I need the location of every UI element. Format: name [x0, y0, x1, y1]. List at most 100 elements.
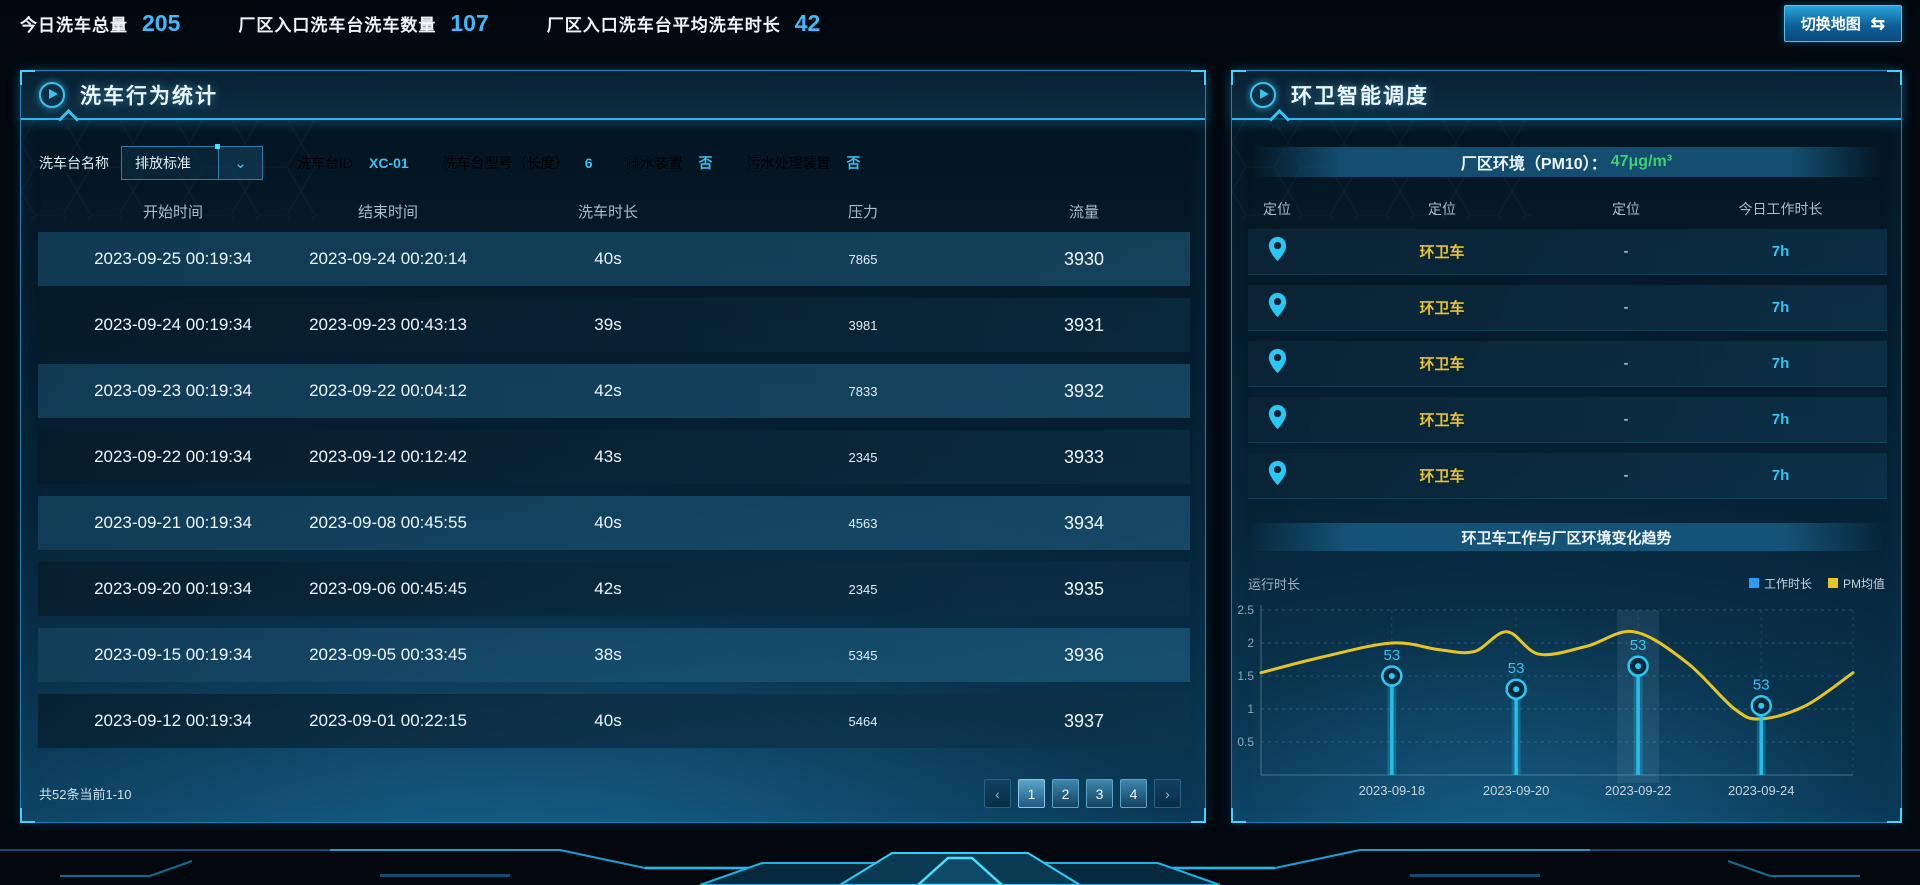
vehicle-name: 环卫车 — [1419, 244, 1465, 261]
table-cell: 3931 — [1063, 314, 1105, 335]
page-button-3[interactable]: 3 — [1086, 779, 1113, 808]
selected-option: 排放标准 — [135, 155, 191, 171]
table-cell: 42s — [594, 579, 622, 598]
table-cell: 38s — [594, 645, 622, 664]
vehicle-row: 环卫车 - 7h — [1248, 229, 1887, 275]
vehicle-name: 环卫车 — [1419, 468, 1465, 485]
table-cell: 2023-09-22 00:19:34 — [94, 447, 252, 466]
page-button-1[interactable]: 1 — [1018, 779, 1045, 808]
y-tick-label: 2 — [1247, 636, 1254, 650]
table-cell: 2345 — [848, 449, 878, 465]
table-cell: 3932 — [1063, 380, 1105, 401]
data-point-dot — [1635, 663, 1642, 670]
vehicle-locate-cell — [1248, 236, 1306, 267]
chart-legend: 工作时长 PM均值 — [1748, 575, 1885, 592]
stat-avg-duration: 厂区入口洗车台平均洗车时长 42 — [547, 10, 821, 37]
station-name-select[interactable]: 排放标准 ⌄ — [121, 144, 263, 180]
table-cell: 3937 — [1063, 710, 1105, 731]
table-cell: 3981 — [848, 317, 878, 333]
column-header: 流量 — [1068, 204, 1099, 221]
sanitation-dispatch-panel: 环卫智能调度 厂区环境（PM10）： 47μg/m³ 定位 定位 定位 今日工作时长 … — [1231, 70, 1902, 823]
vehicle-name: 环卫车 — [1419, 300, 1465, 317]
y-tick-label: 1.5 — [1237, 669, 1254, 683]
x-tick-label: 2023-09-24 — [1728, 783, 1795, 798]
stat-value: 205 — [142, 10, 181, 36]
wash-table-body: 2023-09-25 00:19:34 2023-09-24 00:20:14 40… — [38, 232, 1190, 760]
table-row: 2023-09-21 00:19:34 2023-09-08 00:45:55 40… — [38, 496, 1190, 550]
vehicle-location-value: - — [1623, 411, 1629, 428]
vehicle-locate-cell — [1248, 460, 1306, 491]
table-cell: 2023-09-01 00:22:15 — [309, 711, 467, 730]
filter-field-label: 抖水装置 — [626, 155, 683, 171]
play-icon — [1250, 81, 1276, 108]
trend-chart[interactable]: 0.5 1 1.5 2 2.5 53 53 53 53 2023-09-18 2023-09-20 2… — [1232, 595, 1903, 805]
play-icon — [39, 81, 65, 108]
table-cell: 5464 — [848, 713, 878, 729]
table-cell: 2023-09-24 00:19:34 — [94, 315, 252, 334]
table-cell: 4563 — [848, 515, 878, 531]
map-pin-icon[interactable] — [1267, 404, 1288, 435]
y-tick-label: 2.5 — [1237, 603, 1254, 617]
chevron-down-icon[interactable]: ⌄ — [218, 147, 262, 179]
corner-accent — [1231, 70, 1246, 85]
table-cell: 40s — [594, 711, 622, 730]
filter-field-value: 否 — [698, 155, 713, 171]
pm10-status-bar: 厂区环境（PM10）： 47μg/m³ — [1252, 147, 1881, 177]
prev-page-button[interactable]: ‹ — [984, 779, 1011, 808]
vehicle-location-value: - — [1623, 355, 1629, 372]
vehicle-location-value: - — [1623, 299, 1629, 316]
map-pin-icon[interactable] — [1267, 292, 1288, 323]
table-cell: 2023-09-24 00:20:14 — [309, 249, 467, 268]
vehicle-locate-cell — [1248, 292, 1306, 323]
column-header: 压力 — [847, 204, 878, 221]
table-cell: 7865 — [848, 251, 878, 267]
table-cell: 40s — [594, 249, 622, 268]
filter-field-label: 洗车台ID — [297, 155, 353, 171]
column-header: 定位 — [1263, 201, 1291, 217]
filter-field-value: 6 — [584, 155, 593, 171]
table-cell: 2023-09-12 00:12:42 — [309, 447, 467, 466]
table-cell: 2023-09-06 00:45:45 — [309, 579, 467, 598]
corner-accent — [1231, 808, 1246, 823]
switch-map-button[interactable]: 切换地图 ⇆ — [1783, 5, 1902, 42]
wash-table-header: 开始时间 结束时间 洗车时长 压力 流量 — [38, 201, 1190, 222]
data-point-label: 53 — [1753, 677, 1770, 694]
legend-item: 工作时长 — [1748, 575, 1812, 592]
table-cell: 2023-09-23 00:19:34 — [94, 381, 252, 400]
map-pin-icon[interactable] — [1267, 348, 1288, 379]
data-point-label: 53 — [1508, 660, 1525, 677]
map-pin-icon[interactable] — [1267, 236, 1288, 267]
data-point-dot — [1758, 702, 1765, 709]
table-cell: 3930 — [1063, 248, 1105, 269]
switch-map-label: 切换地图 — [1800, 16, 1861, 33]
filter-field: 抖水装置否 — [626, 153, 712, 173]
panel-header: 洗车行为统计 — [21, 71, 1205, 131]
y-axis-label: 运行时长 — [1248, 576, 1301, 592]
page-button-4[interactable]: 4 — [1120, 779, 1147, 808]
vehicle-location-value: - — [1623, 467, 1629, 484]
wash-behavior-panel: 洗车行为统计 洗车台名称 排放标准 ⌄ 洗车台ID XC-01 洗车台型号（长度） 6… — [20, 70, 1206, 823]
legend-item: PM均值 — [1827, 575, 1885, 592]
panel-header: 环卫智能调度 — [1232, 71, 1901, 131]
table-cell: 2345 — [848, 581, 878, 597]
next-page-button[interactable]: › — [1154, 779, 1181, 808]
filter-field-label: 污水处理装置 — [746, 155, 831, 171]
table-cell: 2023-09-05 00:33:45 — [309, 645, 467, 664]
filter-fields: 洗车台ID XC-01 洗车台型号（长度） 6 抖水装置否污水处理装置否 — [263, 153, 860, 173]
map-pin-icon[interactable] — [1267, 460, 1288, 491]
table-row: 2023-09-20 00:19:34 2023-09-06 00:45:45 42… — [38, 562, 1190, 616]
table-row: 2023-09-23 00:19:34 2023-09-22 00:04:12 42… — [38, 364, 1190, 418]
vehicle-table-header: 定位 定位 定位 今日工作时长 — [1248, 199, 1887, 219]
vehicle-name: 环卫车 — [1419, 412, 1465, 429]
pagination-buttons: ‹ 1 2 3 4 › — [984, 779, 1181, 808]
corner-accent — [20, 808, 35, 823]
table-cell: 2023-09-12 00:19:34 — [94, 711, 252, 730]
page-button-2[interactable]: 2 — [1052, 779, 1079, 808]
table-cell: 3933 — [1063, 446, 1105, 467]
vehicle-locate-cell — [1248, 404, 1306, 435]
stat-label: 厂区入口洗车台平均洗车时长 — [546, 16, 781, 35]
table-cell: 3936 — [1063, 644, 1105, 665]
filter-field-value: 否 — [846, 155, 861, 171]
panel-title: 洗车行为统计 — [80, 84, 218, 108]
corner-accent — [1191, 808, 1206, 823]
